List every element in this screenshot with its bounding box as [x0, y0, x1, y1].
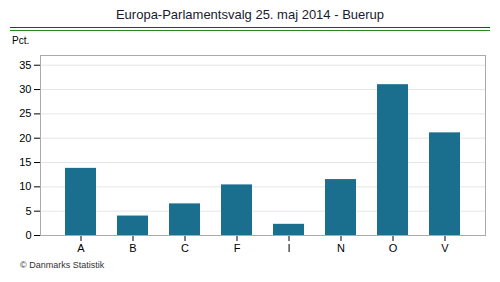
svg-text:N: N [337, 242, 345, 254]
svg-text:F: F [234, 242, 241, 254]
svg-text:0: 0 [25, 229, 31, 241]
svg-text:V: V [441, 242, 449, 254]
svg-text:A: A [77, 242, 85, 254]
html-text:Europa-Parlamentsvalg 25. maj: Europa-Parlamentsvalg 25. maj 2014 - Bue… [116, 7, 384, 22]
html-text:© Danmarks Statistik: © Danmarks Statistik [20, 260, 105, 270]
svg-text:30: 30 [19, 83, 31, 95]
svg-text:O: O [389, 242, 398, 254]
svg-text:I: I [287, 242, 290, 254]
svg-text:25: 25 [19, 107, 31, 119]
svg-text:B: B [129, 242, 136, 254]
svg-text:C: C [181, 242, 189, 254]
html-text:Pct.: Pct. [12, 35, 30, 46]
svg-text:20: 20 [19, 132, 31, 144]
svg-text:10: 10 [19, 180, 31, 192]
svg-text:35: 35 [19, 59, 31, 71]
svg-text:15: 15 [19, 156, 31, 168]
svg-text:5: 5 [25, 205, 31, 217]
